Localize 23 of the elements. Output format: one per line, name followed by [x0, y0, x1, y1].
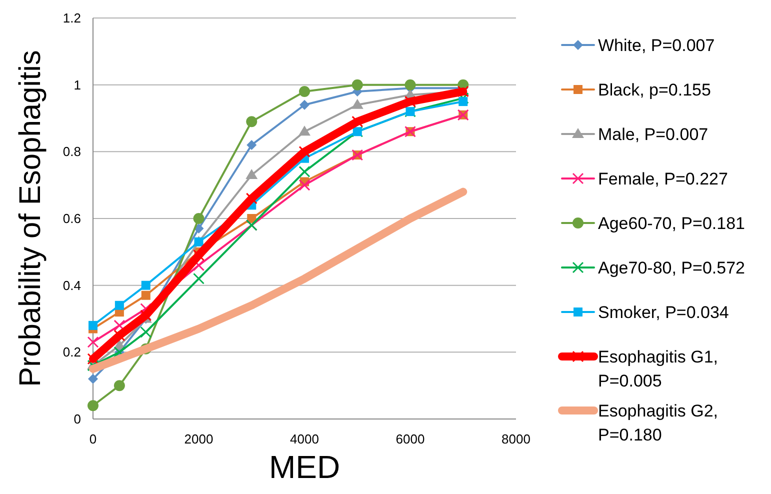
- y-tick-label: 0.2: [62, 344, 81, 360]
- y-tick-label: 0.8: [62, 144, 81, 160]
- legend-label: Smoker, P=0.034: [598, 303, 729, 322]
- legend-label: White, P=0.007: [598, 36, 715, 55]
- x-tick-label: 6000: [396, 432, 425, 447]
- x-tick-label: 0: [89, 432, 97, 447]
- y-tick-label: 1.2: [62, 10, 81, 26]
- legend-label: Black, p=0.155: [598, 80, 711, 100]
- y-axis-title: Probability of Esophagitis: [14, 50, 47, 387]
- y-tick-label: 0.4: [62, 278, 81, 293]
- legend-label: Esophagitis G1, P=0.005: [598, 348, 718, 390]
- x-axis-title: MED: [268, 449, 340, 485]
- legend-label: Esophagitis G2, P=0.180: [598, 402, 718, 444]
- legend-label: Age60-70, P=0.181: [598, 214, 745, 233]
- x-tick-label: 4000: [290, 432, 319, 447]
- legend-label: Age70-80, P=0.572: [598, 258, 745, 278]
- legend-label: Male, P=0.007: [598, 125, 708, 144]
- x-tick-label: 8000: [502, 432, 530, 447]
- y-tick-label: 0: [74, 412, 81, 427]
- y-tick-label: 1: [74, 77, 81, 92]
- y-tick-label: 0.6: [62, 211, 81, 226]
- legend-label: Female, P=0.227: [598, 170, 728, 188]
- x-tick-label: 2000: [184, 432, 214, 447]
